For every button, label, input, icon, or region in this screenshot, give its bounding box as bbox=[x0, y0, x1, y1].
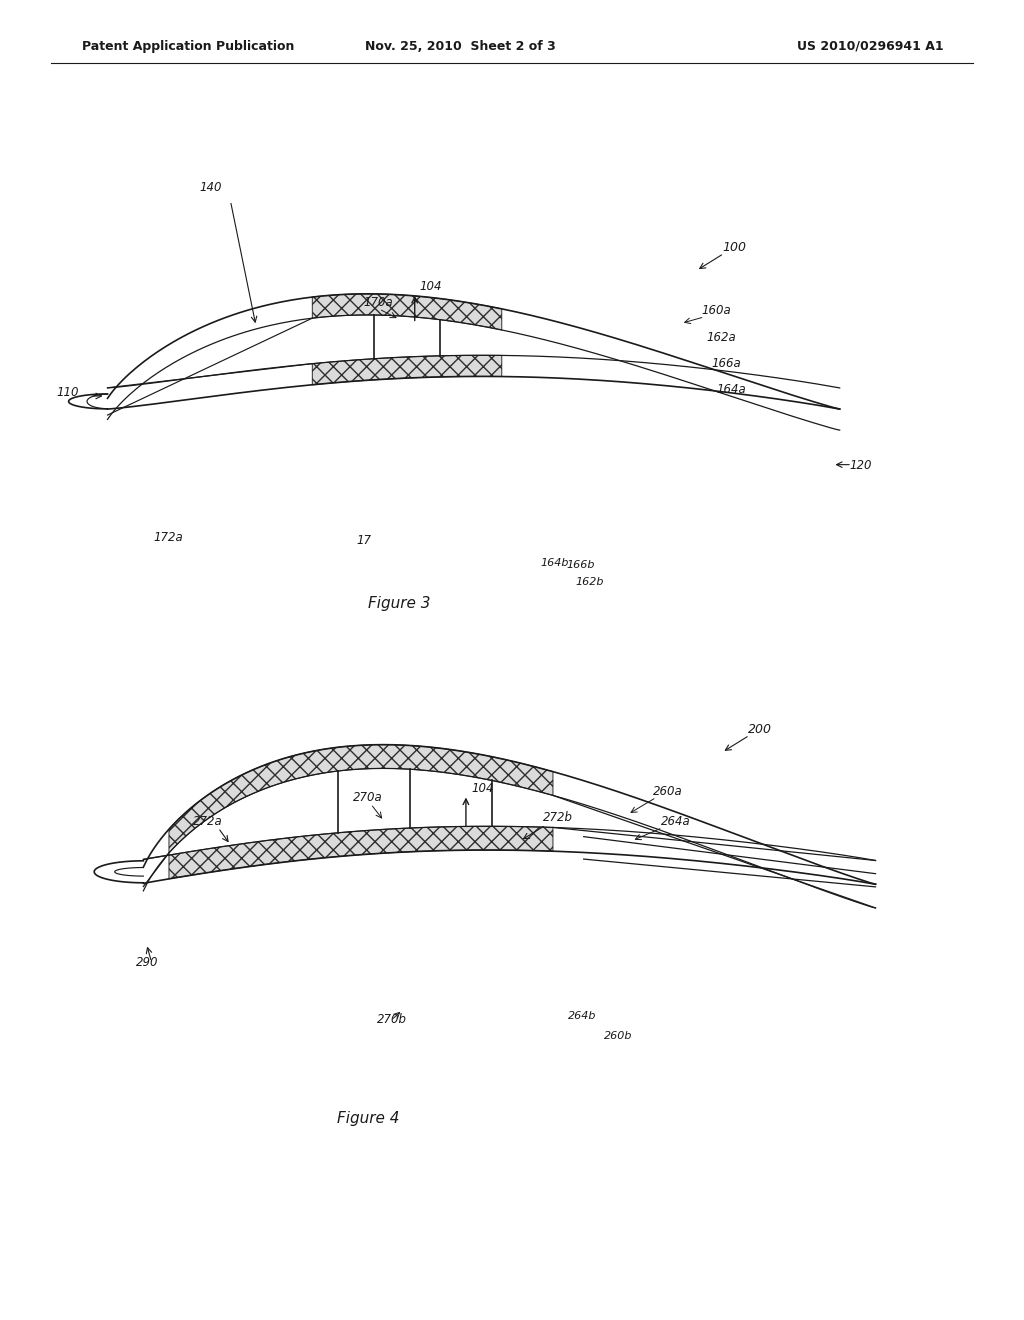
Text: 162a: 162a bbox=[707, 330, 736, 343]
Polygon shape bbox=[169, 744, 553, 853]
Text: 272b: 272b bbox=[543, 810, 572, 824]
Polygon shape bbox=[312, 355, 502, 384]
Text: Patent Application Publication: Patent Application Publication bbox=[82, 40, 294, 53]
Text: 264b: 264b bbox=[568, 1011, 597, 1022]
Text: 104: 104 bbox=[420, 280, 442, 293]
Polygon shape bbox=[169, 826, 553, 879]
Text: 200: 200 bbox=[748, 722, 771, 735]
Text: 110: 110 bbox=[56, 385, 79, 399]
Text: 164b: 164b bbox=[541, 558, 569, 569]
Text: 162b: 162b bbox=[575, 577, 604, 587]
Text: 166a: 166a bbox=[712, 356, 741, 370]
Text: 100: 100 bbox=[722, 240, 745, 253]
Text: 260b: 260b bbox=[604, 1031, 633, 1041]
Text: 17: 17 bbox=[356, 533, 372, 546]
Text: US 2010/0296941 A1: US 2010/0296941 A1 bbox=[797, 40, 944, 53]
Text: 270b: 270b bbox=[377, 1012, 407, 1026]
Text: 170a: 170a bbox=[364, 296, 393, 309]
Text: Figure 4: Figure 4 bbox=[337, 1110, 400, 1126]
Text: 166b: 166b bbox=[566, 560, 595, 570]
Text: 160a: 160a bbox=[701, 304, 731, 317]
Text: 270a: 270a bbox=[353, 791, 383, 804]
Text: 264a: 264a bbox=[660, 814, 690, 828]
Text: Nov. 25, 2010  Sheet 2 of 3: Nov. 25, 2010 Sheet 2 of 3 bbox=[366, 40, 556, 53]
Text: 164a: 164a bbox=[717, 383, 746, 396]
Text: 172a: 172a bbox=[154, 531, 183, 544]
Text: 290: 290 bbox=[136, 956, 159, 969]
Text: 104: 104 bbox=[471, 781, 494, 795]
Text: 140: 140 bbox=[200, 181, 222, 194]
Polygon shape bbox=[312, 294, 502, 330]
Text: 272a: 272a bbox=[193, 814, 222, 828]
Text: 260a: 260a bbox=[653, 784, 683, 797]
Text: Figure 3: Figure 3 bbox=[368, 595, 431, 611]
Text: 120: 120 bbox=[850, 458, 872, 471]
